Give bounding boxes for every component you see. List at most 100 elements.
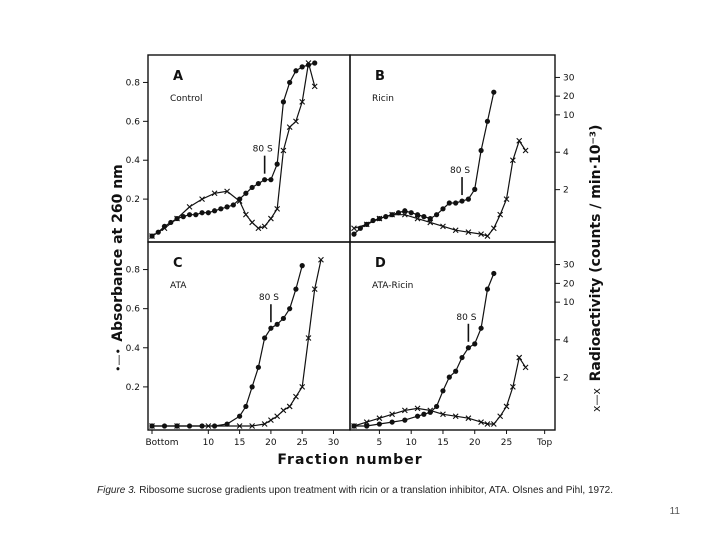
absorbance-point: [484, 286, 491, 292]
panel-letter: D: [375, 256, 386, 271]
absorbance-point: [414, 212, 421, 218]
absorbance-point: [491, 89, 497, 95]
radioactivity-point: [174, 215, 180, 222]
x-tick-label: 10: [203, 438, 215, 448]
radioactivity-point: [149, 423, 155, 429]
absorbance-point: [218, 206, 224, 212]
absorbance-point: [440, 388, 446, 394]
absorbance-point: [249, 184, 255, 191]
right-y-tick-label: 20: [563, 279, 575, 289]
absorbance-point: [414, 413, 421, 419]
absorbance-point: [211, 208, 218, 214]
panel-title: Ricin: [372, 94, 394, 104]
absorbance-point: [402, 417, 408, 423]
x-tick-label: 10: [405, 438, 417, 448]
radioactivity-line: [353, 139, 527, 237]
peak-80s-label: 80 S: [253, 145, 273, 155]
radioactivity-point: [376, 415, 383, 422]
absorbance-point: [287, 79, 293, 86]
absorbance-point: [280, 315, 287, 322]
absorbance-point: [465, 196, 471, 202]
caption-label: Figure 3.: [97, 485, 137, 496]
absorbance-point: [224, 421, 230, 427]
radioactivity-point: [497, 211, 504, 218]
absorbance-point: [395, 210, 402, 216]
radioactivity-point: [249, 219, 256, 226]
radioactivity-point: [389, 211, 396, 218]
absorbance-point: [453, 368, 459, 374]
radioactivity-point: [311, 83, 318, 90]
absorbance-point: [243, 403, 249, 410]
y-tick-label: 0.4: [126, 156, 141, 166]
absorbance-point: [465, 345, 471, 351]
radioactivity-point: [211, 190, 218, 197]
radioactivity-point: [427, 407, 434, 414]
radioactivity-point: [261, 223, 268, 230]
absorbance-point: [274, 321, 280, 327]
y-axis-right-label: Radioactivity (counts / min·10⁻³): [588, 125, 604, 382]
radioactivity-point: [401, 407, 408, 414]
absorbance-point: [478, 147, 484, 154]
panel-a: A Control 0.2 0.4 0.6 0.8 80 S: [126, 54, 351, 243]
radioactivity-point: [274, 205, 281, 212]
right-y-tick-label: 4: [563, 148, 569, 158]
radioactivity-point: [242, 211, 249, 218]
right-y-tick-label: 10: [563, 298, 575, 308]
ribosome-gradient-figure: Absorbance at 260 nm •—• Radioactivity (…: [110, 54, 604, 468]
radioactivity-point: [522, 364, 529, 371]
x-tick-label: Top: [536, 438, 552, 448]
absorbance-point: [274, 161, 280, 167]
panel-d: D ATA-Ricin 2 4 10 20 30 5 10 15 20 25 Top 80 S: [349, 241, 575, 448]
absorbance-point: [408, 210, 414, 216]
absorbance-point: [421, 214, 427, 220]
radioactivity-point: [427, 219, 434, 226]
absorbance-point: [255, 364, 261, 370]
x-tick-label: Bottom: [145, 438, 178, 448]
absorbance-point: [299, 64, 305, 70]
radioactivity-series-marker: x—x: [590, 388, 603, 413]
radioactivity-point: [484, 421, 491, 427]
panel-title: ATA: [170, 281, 187, 291]
absorbance-point: [453, 200, 459, 206]
absorbance-point: [446, 374, 452, 380]
radioactivity-point: [389, 411, 396, 418]
radioactivity-point: [509, 384, 516, 390]
absorbance-point: [255, 180, 261, 187]
radioactivity-point: [268, 417, 274, 424]
y-tick-label: 0.8: [126, 266, 141, 276]
radioactivity-point: [452, 413, 459, 420]
y-tick-label: 0.6: [126, 305, 141, 315]
absorbance-point: [434, 403, 440, 410]
radioactivity-point: [249, 423, 256, 429]
absorbance-line: [354, 273, 495, 427]
panel-letter: C: [173, 256, 183, 271]
x-tick-label: 20: [469, 438, 481, 448]
radioactivity-point: [280, 147, 287, 154]
y-tick-label: 0.2: [126, 383, 140, 393]
radioactivity-point: [205, 423, 212, 429]
right-y-tick-label: 4: [563, 336, 569, 346]
x-tick-label: 25: [501, 438, 512, 448]
absorbance-point: [268, 325, 274, 331]
absorbance-point: [459, 198, 465, 204]
absorbance-point: [224, 204, 230, 210]
radioactivity-point: [261, 421, 268, 427]
right-y-tick-label: 2: [563, 373, 569, 383]
figure-panels: A Control 0.2 0.4 0.6 0.8 80 S B Ricin 2 4 10 20 30 80…: [126, 54, 575, 448]
absorbance-point: [472, 186, 478, 192]
radioactivity-point: [161, 225, 168, 232]
absorbance-point: [287, 306, 293, 312]
radioactivity-point: [376, 215, 383, 222]
radioactivity-point: [478, 231, 484, 237]
radioactivity-point: [149, 233, 155, 239]
radioactivity-point: [490, 225, 497, 232]
absorbance-point: [293, 68, 299, 74]
x-axis-label: Fraction number: [277, 452, 422, 468]
radioactivity-point: [199, 196, 205, 202]
radioactivity-point: [174, 423, 180, 429]
radioactivity-point: [274, 413, 281, 420]
radioactivity-point: [522, 147, 529, 154]
absorbance-point: [459, 354, 465, 361]
absorbance-point: [293, 286, 299, 292]
panel-letter: B: [375, 69, 385, 84]
